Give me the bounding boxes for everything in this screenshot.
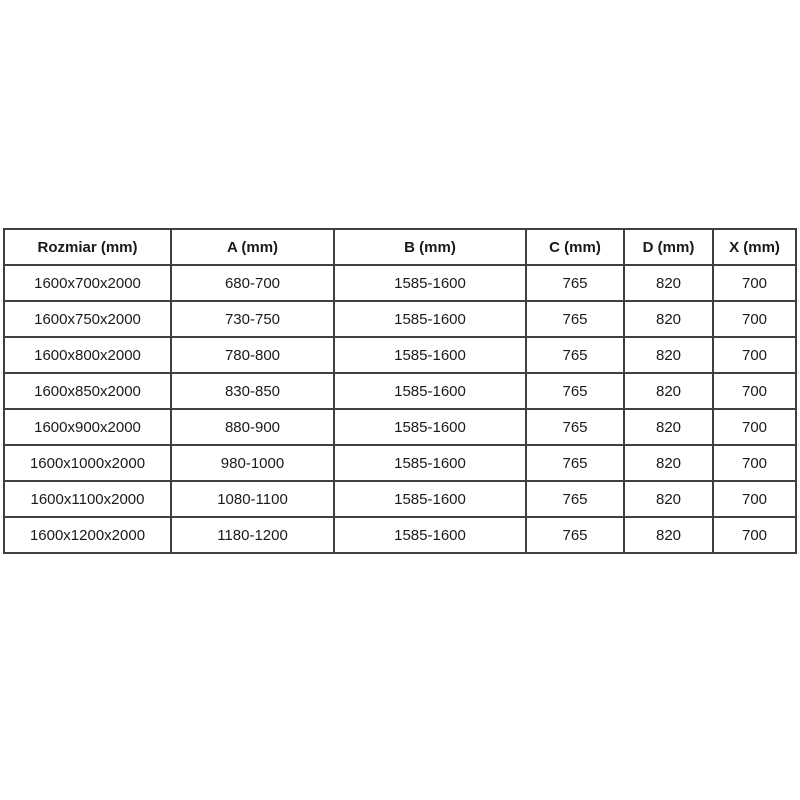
table-cell-d: 820 — [623, 300, 714, 338]
table-cell-c: 765 — [525, 300, 625, 338]
table-cell-b: 1585-1600 — [333, 264, 527, 302]
table-cell-rozmiar: 1600x800x2000 — [3, 336, 172, 374]
table-cell-b: 1585-1600 — [333, 480, 527, 518]
table-cell-x: 700 — [712, 444, 797, 482]
table-row: 1600x850x2000 830-850 1585-1600 765 820 … — [3, 372, 797, 410]
table-row: 1600x750x2000 730-750 1585-1600 765 820 … — [3, 300, 797, 338]
table-cell-d: 820 — [623, 408, 714, 446]
table-cell-d: 820 — [623, 480, 714, 518]
table-cell-rozmiar: 1600x1000x2000 — [3, 444, 172, 482]
size-table: Rozmiar (mm) A (mm) B (mm) C (mm) D (mm)… — [3, 228, 797, 554]
table-row: 1600x1000x2000 980-1000 1585-1600 765 82… — [3, 444, 797, 482]
table-cell-d: 820 — [623, 516, 714, 554]
table-row: 1600x900x2000 880-900 1585-1600 765 820 … — [3, 408, 797, 446]
table-cell-a: 680-700 — [170, 264, 335, 302]
table-cell-x: 700 — [712, 516, 797, 554]
table-cell-c: 765 — [525, 444, 625, 482]
table-cell-d: 820 — [623, 372, 714, 410]
table-cell-rozmiar: 1600x850x2000 — [3, 372, 172, 410]
table-cell-c: 765 — [525, 480, 625, 518]
table-cell-rozmiar: 1600x700x2000 — [3, 264, 172, 302]
table-cell-a: 730-750 — [170, 300, 335, 338]
column-header-b: B (mm) — [333, 228, 527, 266]
table-cell-x: 700 — [712, 408, 797, 446]
table-cell-c: 765 — [525, 264, 625, 302]
table-row: 1600x1200x2000 1180-1200 1585-1600 765 8… — [3, 516, 797, 554]
table-cell-b: 1585-1600 — [333, 372, 527, 410]
table-cell-x: 700 — [712, 480, 797, 518]
table-cell-b: 1585-1600 — [333, 444, 527, 482]
table-cell-a: 830-850 — [170, 372, 335, 410]
column-header-c: C (mm) — [525, 228, 625, 266]
column-header-a: A (mm) — [170, 228, 335, 266]
table-cell-x: 700 — [712, 300, 797, 338]
table-cell-rozmiar: 1600x750x2000 — [3, 300, 172, 338]
table-row: 1600x700x2000 680-700 1585-1600 765 820 … — [3, 264, 797, 302]
table-cell-c: 765 — [525, 336, 625, 374]
table-cell-b: 1585-1600 — [333, 336, 527, 374]
column-header-d: D (mm) — [623, 228, 714, 266]
table-cell-a: 880-900 — [170, 408, 335, 446]
size-table-container: Rozmiar (mm) A (mm) B (mm) C (mm) D (mm)… — [3, 228, 797, 554]
table-cell-rozmiar: 1600x900x2000 — [3, 408, 172, 446]
table-cell-d: 820 — [623, 336, 714, 374]
table-cell-b: 1585-1600 — [333, 408, 527, 446]
table-cell-rozmiar: 1600x1100x2000 — [3, 480, 172, 518]
column-header-rozmiar: Rozmiar (mm) — [3, 228, 172, 266]
table-row: 1600x1100x2000 1080-1100 1585-1600 765 8… — [3, 480, 797, 518]
table-cell-a: 780-800 — [170, 336, 335, 374]
table-row: 1600x800x2000 780-800 1585-1600 765 820 … — [3, 336, 797, 374]
table-cell-b: 1585-1600 — [333, 300, 527, 338]
table-cell-b: 1585-1600 — [333, 516, 527, 554]
table-cell-x: 700 — [712, 336, 797, 374]
table-cell-x: 700 — [712, 264, 797, 302]
table-cell-a: 1080-1100 — [170, 480, 335, 518]
table-cell-c: 765 — [525, 408, 625, 446]
table-cell-c: 765 — [525, 372, 625, 410]
table-cell-x: 700 — [712, 372, 797, 410]
table-cell-rozmiar: 1600x1200x2000 — [3, 516, 172, 554]
table-cell-c: 765 — [525, 516, 625, 554]
table-header-row: Rozmiar (mm) A (mm) B (mm) C (mm) D (mm)… — [3, 228, 797, 266]
table-cell-d: 820 — [623, 264, 714, 302]
column-header-x: X (mm) — [712, 228, 797, 266]
table-cell-a: 980-1000 — [170, 444, 335, 482]
table-cell-a: 1180-1200 — [170, 516, 335, 554]
table-cell-d: 820 — [623, 444, 714, 482]
